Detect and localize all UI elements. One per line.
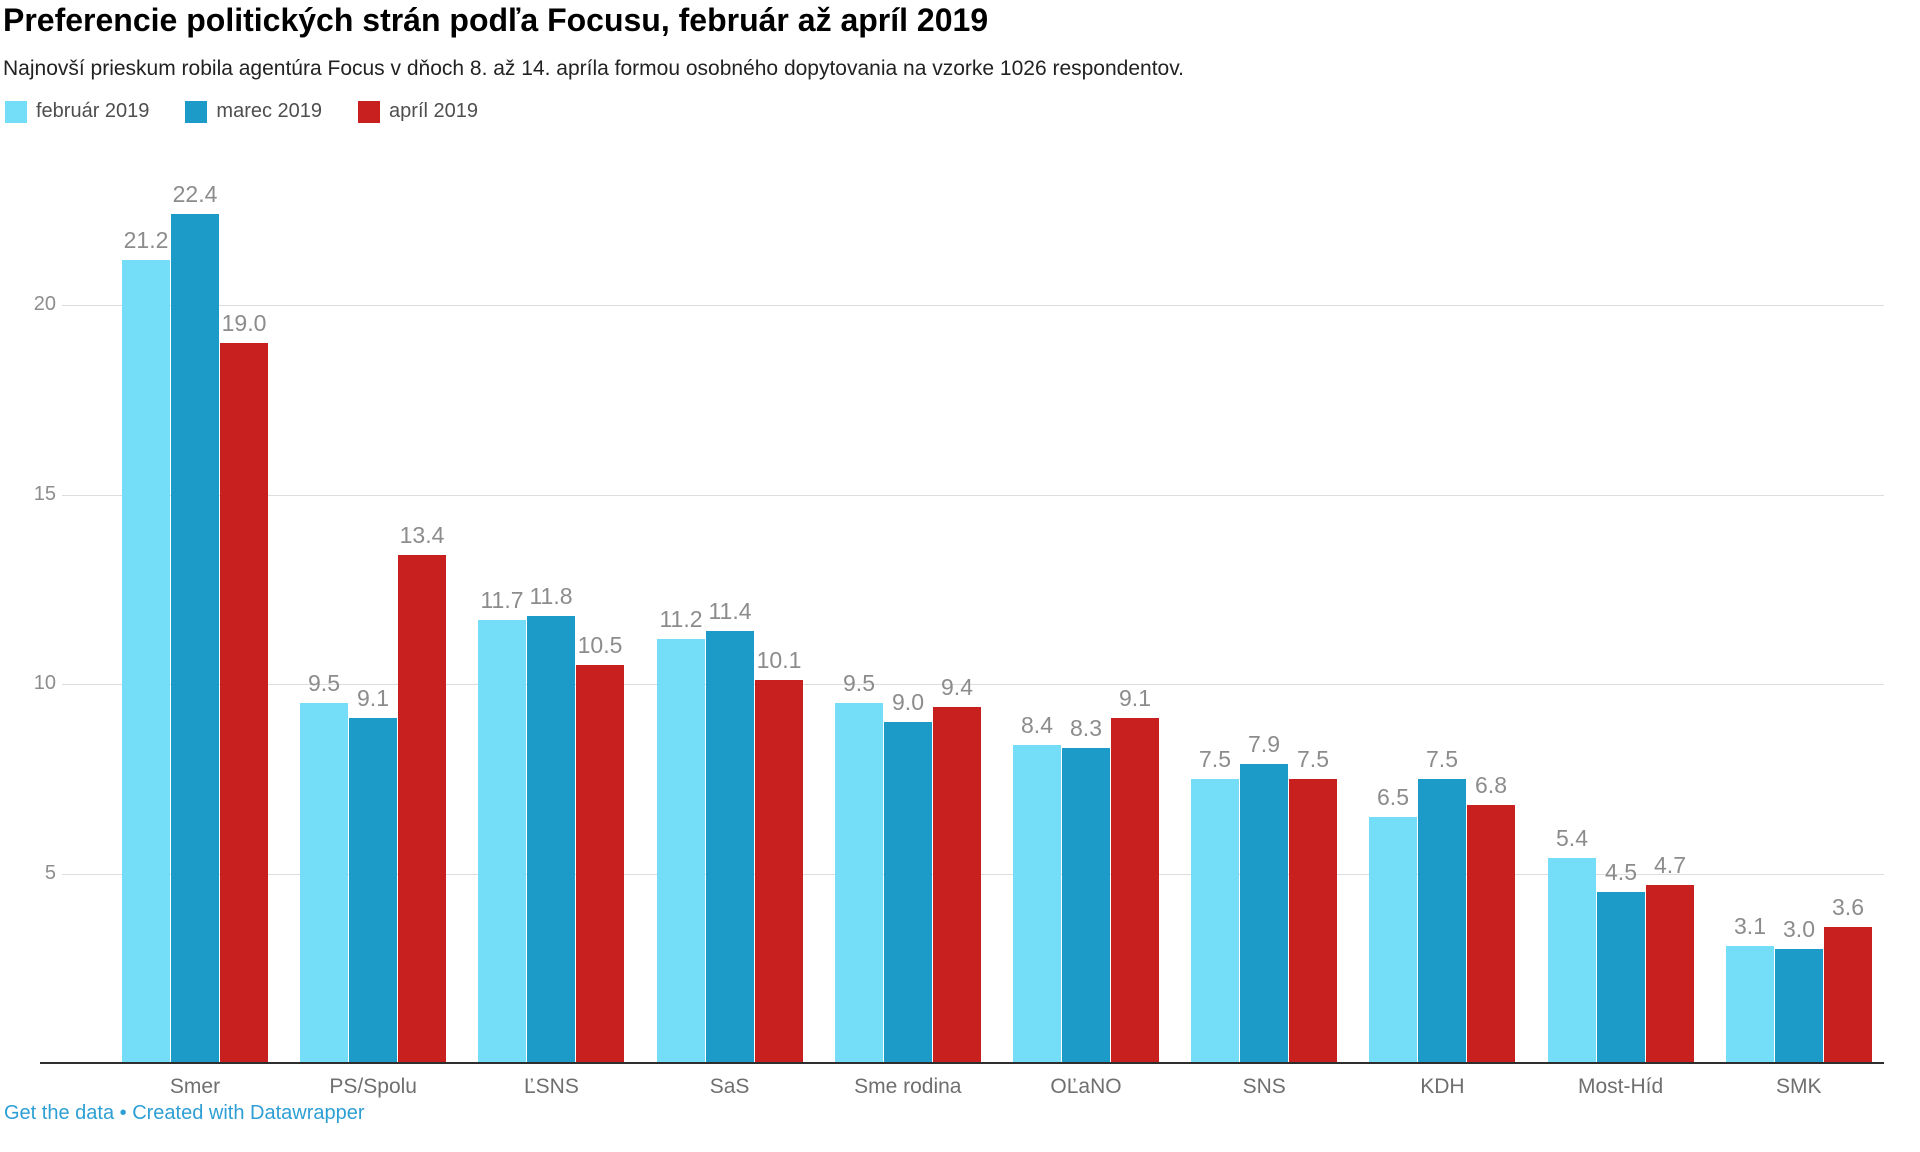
x-axis-category-label: SNS xyxy=(1242,1075,1286,1098)
gridline-15 xyxy=(62,495,1884,496)
bar-Smer-február 2019 xyxy=(122,260,170,1063)
x-axis-category-label: KDH xyxy=(1420,1075,1465,1098)
bar-SNS-apríl 2019 xyxy=(1289,779,1337,1063)
x-axis-category-label: Most-Híd xyxy=(1578,1075,1664,1098)
legend-swatch-icon xyxy=(185,100,208,123)
legend-item-marec 2019: marec 2019 xyxy=(185,100,322,123)
bar-SMK-marec 2019 xyxy=(1775,949,1823,1063)
bar-KDH-apríl 2019 xyxy=(1467,805,1515,1063)
bar-SNS-február 2019 xyxy=(1191,779,1239,1063)
bar-KDH-marec 2019 xyxy=(1418,779,1466,1063)
bar-PS/Spolu-marec 2019 xyxy=(349,718,397,1063)
bar-SNS-marec 2019 xyxy=(1240,764,1288,1063)
bar-Most-Híd-marec 2019 xyxy=(1597,892,1645,1063)
bar-SMK-február 2019 xyxy=(1726,946,1774,1063)
bar-value-label: 10.5 xyxy=(577,632,623,658)
bar-PS/Spolu-február 2019 xyxy=(300,703,348,1063)
x-axis-category-label: OĽaNO xyxy=(1050,1075,1122,1098)
bar-value-label: 9.1 xyxy=(357,685,389,711)
chart-subtitle: Najnovší prieskum robila agentúra Focus … xyxy=(3,57,1184,80)
bar-value-label: 4.5 xyxy=(1605,859,1637,885)
bar-value-label: 11.4 xyxy=(708,598,752,624)
y-axis-tick-label: 20 xyxy=(33,293,56,316)
bar-value-label: 13.4 xyxy=(399,522,445,548)
x-axis-category-label: PS/Spolu xyxy=(329,1075,417,1098)
bar-Most-Híd-február 2019 xyxy=(1548,858,1596,1063)
bar-value-label: 11.8 xyxy=(529,583,573,609)
bar-value-label: 11.2 xyxy=(659,606,703,632)
bar-value-label: 19.0 xyxy=(221,310,267,336)
bar-value-label: 6.5 xyxy=(1377,784,1409,810)
bar-PS/Spolu-apríl 2019 xyxy=(398,555,446,1063)
bar-Sme rodina-apríl 2019 xyxy=(933,707,981,1063)
bar-Smer-apríl 2019 xyxy=(220,343,268,1063)
bar-value-label: 9.4 xyxy=(941,674,973,700)
bar-Smer-marec 2019 xyxy=(171,214,219,1063)
legend-label: február 2019 xyxy=(36,100,150,122)
y-axis-tick-label: 5 xyxy=(44,862,56,885)
get-the-data-link[interactable]: Get the data xyxy=(4,1102,115,1124)
x-axis-category-label: ĽSNS xyxy=(523,1075,579,1098)
bar-value-label: 11.7 xyxy=(480,587,524,613)
bar-value-label: 9.1 xyxy=(1119,685,1151,711)
y-axis-tick-label: 15 xyxy=(33,483,56,506)
legend-swatch-icon xyxy=(358,100,381,123)
x-axis-category-label: SMK xyxy=(1776,1075,1822,1098)
bar-SaS-apríl 2019 xyxy=(755,680,803,1063)
bar-value-label: 9.5 xyxy=(308,670,340,696)
bar-ĽSNS-marec 2019 xyxy=(527,616,575,1063)
bar-OĽaNO-apríl 2019 xyxy=(1111,718,1159,1063)
bar-Sme rodina-február 2019 xyxy=(835,703,883,1063)
bar-value-label: 21.2 xyxy=(123,227,169,253)
bar-value-label: 8.4 xyxy=(1021,712,1053,738)
chart-footer: Get the data • Created with Datawrapper xyxy=(4,1102,365,1125)
bar-value-label: 7.5 xyxy=(1426,746,1458,772)
bar-value-label: 3.0 xyxy=(1783,916,1815,942)
bar-value-label: 7.5 xyxy=(1199,746,1231,772)
chart-title: Preferencie politických strán podľa Focu… xyxy=(3,2,989,38)
bar-value-label: 6.8 xyxy=(1475,772,1507,798)
bar-ĽSNS-február 2019 xyxy=(478,620,526,1063)
x-axis-category-label: Sme rodina xyxy=(854,1075,962,1098)
legend-item-február 2019: február 2019 xyxy=(5,100,149,123)
x-axis-category-label: Smer xyxy=(169,1075,221,1098)
bar-SMK-apríl 2019 xyxy=(1824,927,1872,1063)
bar-value-label: 9.5 xyxy=(843,670,875,696)
bar-OĽaNO-marec 2019 xyxy=(1062,748,1110,1063)
bar-value-label: 8.3 xyxy=(1070,715,1102,741)
bar-KDH-február 2019 xyxy=(1369,817,1417,1063)
x-axis-category-label: SaS xyxy=(709,1075,750,1098)
gridline-20 xyxy=(62,305,1884,306)
bar-OĽaNO-február 2019 xyxy=(1013,745,1061,1063)
chart-legend: február 2019 marec 2019 apríl 2019 xyxy=(5,100,478,123)
bar-value-label: 4.7 xyxy=(1654,852,1686,878)
bar-value-label: 3.6 xyxy=(1832,894,1864,920)
bar-value-label: 3.1 xyxy=(1734,913,1766,939)
bar-value-label: 9.0 xyxy=(892,689,924,715)
bar-value-label: 22.4 xyxy=(172,181,218,207)
legend-label: marec 2019 xyxy=(216,100,323,122)
legend-swatch-icon xyxy=(5,100,27,123)
legend-label: apríl 2019 xyxy=(389,100,479,122)
bar-value-label: 7.5 xyxy=(1297,746,1329,772)
legend-item-apríl 2019: apríl 2019 xyxy=(358,100,478,123)
bar-SaS-marec 2019 xyxy=(706,631,754,1063)
x-axis-baseline xyxy=(40,1062,1884,1064)
datawrapper-credit-link[interactable]: Created with Datawrapper xyxy=(132,1102,365,1124)
bar-value-label: 5.4 xyxy=(1556,825,1588,851)
gridline-10 xyxy=(62,684,1884,685)
y-axis-tick-label: 10 xyxy=(33,672,56,695)
bar-ĽSNS-apríl 2019 xyxy=(576,665,624,1063)
footer-separator: • xyxy=(114,1102,133,1124)
bar-Most-Híd-apríl 2019 xyxy=(1646,885,1694,1063)
bar-value-label: 7.9 xyxy=(1248,731,1280,757)
bar-value-label: 10.1 xyxy=(756,647,802,673)
bar-SaS-február 2019 xyxy=(657,639,705,1063)
bar-Sme rodina-marec 2019 xyxy=(884,722,932,1063)
